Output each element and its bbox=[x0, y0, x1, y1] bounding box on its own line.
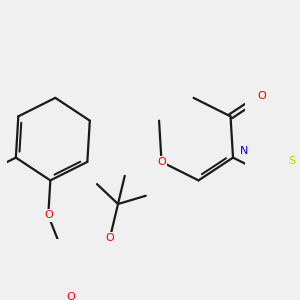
Text: O: O bbox=[106, 233, 114, 243]
Text: O: O bbox=[257, 91, 266, 101]
Text: N: N bbox=[240, 146, 248, 156]
Text: O: O bbox=[44, 211, 52, 220]
Text: O: O bbox=[157, 157, 166, 167]
Text: O: O bbox=[67, 292, 76, 300]
Text: S: S bbox=[288, 156, 296, 166]
